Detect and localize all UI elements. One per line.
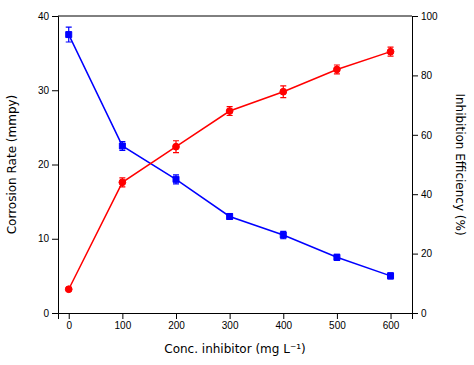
y2-axis: 0 20 40 60 80 100 [412, 11, 438, 319]
frame [58, 16, 412, 17]
marker [119, 143, 125, 149]
tick-label: 300 [222, 320, 239, 331]
error-bar [280, 86, 286, 98]
error-bar [388, 47, 394, 56]
tick-label: 100 [115, 320, 132, 331]
tick-label: 30 [38, 85, 50, 96]
tick: 30 [38, 85, 58, 96]
tick-label: 400 [275, 320, 292, 331]
error-bar [334, 254, 340, 260]
tick: 0 [412, 308, 427, 319]
tick-label: 600 [383, 320, 400, 331]
tick-label: 40 [38, 11, 50, 22]
marker [334, 66, 341, 73]
axis-line [52, 17, 59, 314]
tick-label: 20 [38, 159, 50, 170]
tick-label: 500 [329, 320, 346, 331]
series [66, 27, 394, 279]
tick-mark [391, 313, 392, 319]
error-bar [66, 27, 72, 42]
marker [227, 213, 233, 219]
tick: 40 [38, 11, 58, 22]
tick-mark [52, 239, 58, 240]
tick-mark [412, 135, 418, 136]
axis-line [413, 17, 419, 314]
tick: 100 [412, 11, 438, 22]
tick-mark [337, 313, 338, 319]
tick-mark [69, 313, 70, 319]
marker [65, 286, 72, 293]
plot-area: 0100200300400500600010203040020406080100 [38, 11, 438, 331]
tick-label: 200 [168, 320, 185, 331]
y-axis-title: Corrosion Rate (mmpy) [5, 95, 19, 235]
y2-axis-title: Inhibition Efficiency (%) [453, 93, 467, 235]
error-bar [119, 178, 125, 187]
series [65, 47, 394, 292]
tick: 100 [115, 313, 132, 331]
tick: 500 [329, 313, 346, 331]
tick: 60 [412, 130, 433, 141]
tick-mark [412, 313, 418, 314]
tick: 10 [38, 233, 58, 244]
y-axis: 0 10 20 30 40 [38, 11, 59, 319]
tick-mark [230, 313, 231, 319]
error-bar [173, 141, 179, 153]
tick-label: 40 [421, 189, 433, 200]
tick: 0 [66, 313, 72, 331]
tick-label: 60 [421, 130, 433, 141]
error-bar [280, 231, 286, 238]
marker [388, 273, 394, 279]
marker [226, 108, 233, 115]
tick-mark [122, 313, 123, 319]
tick-mark [52, 16, 58, 17]
tick: 20 [412, 248, 433, 259]
tick-mark [412, 254, 418, 255]
x-axis-title: Conc. inhibitor (mg L⁻¹) [164, 342, 306, 356]
tick-mark [412, 16, 418, 17]
error-bar [227, 107, 233, 116]
tick: 300 [222, 313, 239, 331]
marker [66, 32, 72, 38]
tick-mark [283, 313, 284, 319]
tick-label: 20 [421, 248, 433, 259]
tick-label: 100 [421, 11, 438, 22]
tick-label: 10 [38, 233, 50, 244]
tick: 400 [275, 313, 292, 331]
series-layer [65, 27, 394, 292]
tick-label: 80 [421, 70, 433, 81]
line [69, 35, 391, 276]
x-axis: 0 100 200 300 400 500 600 [59, 313, 413, 331]
chart: 0100200300400500600010203040020406080100… [0, 0, 474, 365]
tick-mark [176, 313, 177, 319]
tick: 600 [383, 313, 400, 331]
tick-mark [52, 313, 58, 314]
tick: 20 [38, 159, 58, 170]
tick-label: 0 [421, 308, 427, 319]
error-bar [388, 273, 394, 279]
tick-mark [52, 90, 58, 91]
line [69, 52, 391, 290]
error-bar [227, 214, 233, 220]
marker [387, 48, 394, 55]
marker [119, 179, 126, 186]
tick-mark [412, 194, 418, 195]
tick: 40 [412, 189, 433, 200]
tick: 200 [168, 313, 185, 331]
tick-label: 0 [43, 308, 49, 319]
marker [280, 88, 287, 95]
marker [334, 254, 340, 260]
marker [173, 143, 180, 150]
error-bar [119, 141, 125, 150]
error-bar [334, 65, 340, 74]
axis-line [59, 314, 413, 320]
marker [280, 232, 286, 238]
tick: 80 [412, 70, 433, 81]
error-bar [173, 175, 179, 184]
tick: 0 [43, 308, 58, 319]
tick-label: 0 [66, 320, 72, 331]
tick-mark [412, 75, 418, 76]
tick-mark [52, 165, 58, 166]
marker [173, 176, 179, 182]
